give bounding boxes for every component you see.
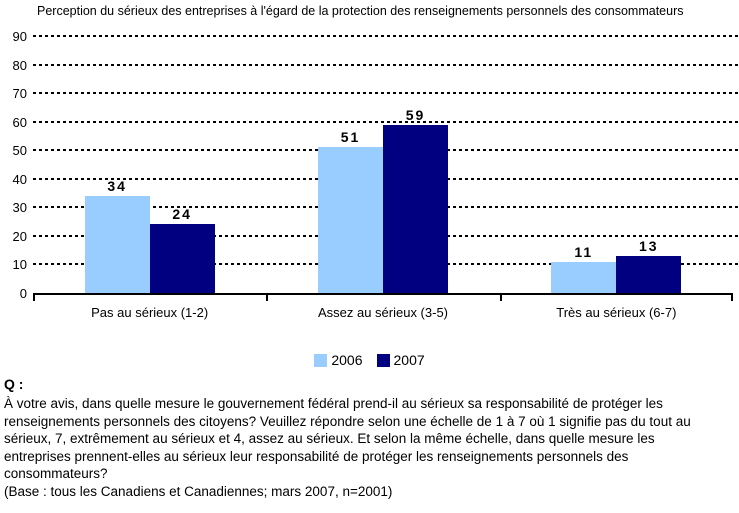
legend-item-2007: 2007 (376, 352, 425, 368)
bar-value-label: 59 (405, 106, 426, 123)
bar-group: 51 59 (266, 36, 499, 293)
y-tick-label: 50 (12, 143, 27, 159)
bar-2007: 59 (382, 107, 448, 293)
category-label: Assez au sérieux (3-5) (317, 305, 449, 320)
legend-label: 2006 (331, 352, 363, 368)
x-axis-tick (33, 295, 35, 301)
category-label: Très au sérieux (6-7) (556, 305, 677, 320)
gridline (33, 92, 739, 95)
y-tick-label: 80 (12, 57, 27, 73)
gridline (33, 35, 739, 37)
bar-2007: 13 (616, 238, 682, 293)
question-label: Q : (4, 376, 24, 392)
legend-item-2006: 2006 (314, 352, 363, 368)
y-tick-label: 40 (12, 171, 27, 187)
y-tick-label: 90 (12, 29, 27, 44)
bar-value-label: 24 (172, 206, 192, 223)
bar-2007: 24 (149, 206, 215, 293)
base-note: (Base : tous les Canadiens et Canadienne… (4, 483, 393, 499)
bar-groups: 34 24 51 59 11 13 (33, 36, 733, 293)
bar-value-label: 13 (639, 237, 659, 254)
gridline (33, 63, 739, 66)
y-tick-label: 60 (12, 114, 27, 130)
legend-swatch (376, 353, 390, 367)
bar-2006: 34 (84, 178, 150, 293)
bar-value-label: 51 (340, 129, 361, 146)
bar-value-label: 11 (574, 243, 594, 260)
x-axis-tick (266, 295, 269, 301)
question-block: Q : À votre avis, dans quelle mesure le … (4, 376, 724, 500)
y-tick-label: 30 (12, 200, 27, 216)
y-tick-label: 20 (12, 228, 27, 244)
y-tick-label: 0 (19, 286, 27, 301)
bar-2006: 51 (317, 129, 383, 293)
bar-group: 34 24 (33, 36, 266, 293)
x-axis-line (33, 293, 733, 301)
legend-swatch (314, 353, 328, 367)
legend: 2006 2007 (0, 352, 739, 368)
category-label: Pas au sérieux (1-2) (91, 305, 209, 320)
x-axis-tick (499, 295, 502, 301)
y-tick-label: 70 (12, 86, 27, 102)
bar-value-label: 34 (107, 177, 127, 194)
bar-2006: 11 (551, 244, 617, 293)
bar-group: 11 13 (500, 36, 733, 293)
question-text: À votre avis, dans quelle mesure le gouv… (4, 396, 691, 481)
y-tick-label: 10 (12, 257, 27, 273)
x-axis-tick (731, 295, 733, 301)
gridline (33, 120, 739, 123)
plot-area: 34 24 51 59 11 13 (33, 35, 739, 301)
legend-label: 2007 (393, 352, 425, 368)
chart-title: Perception du sérieux des entreprises à … (37, 4, 684, 18)
category-labels: Pas au sérieux (1-2) Assez au sérieux (3-… (33, 305, 733, 320)
